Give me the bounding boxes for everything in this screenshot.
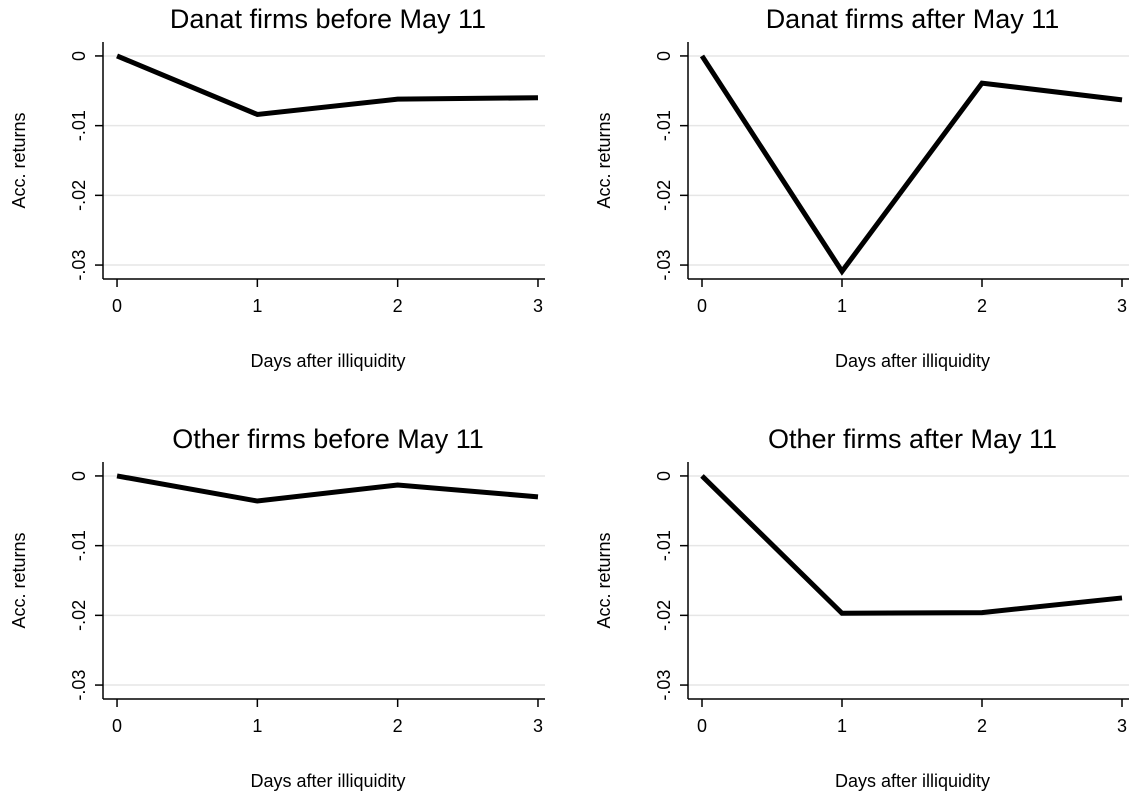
series-line <box>699 54 1123 276</box>
y-tick-label: -.01 <box>654 110 674 141</box>
x-axis-title: Days after illiquidity <box>250 351 405 371</box>
x-tick-label: 2 <box>393 296 403 316</box>
y-tick-label: -.03 <box>69 670 89 701</box>
series-line <box>116 53 539 118</box>
panel-title: Other firms after May 11 <box>768 424 1057 454</box>
x-tick-label: 2 <box>977 296 987 316</box>
y-axis-title: Acc. returns <box>594 532 614 628</box>
x-tick-label: 3 <box>533 716 543 736</box>
y-axis-title: Acc. returns <box>594 112 614 208</box>
x-tick-label: 3 <box>1117 716 1127 736</box>
y-tick-label: -.01 <box>654 530 674 561</box>
y-tick-label: -.02 <box>69 600 89 631</box>
y-tick-label: -.02 <box>69 180 89 211</box>
x-axis-title: Days after illiquidity <box>835 351 990 371</box>
panel-title: Other firms before May 11 <box>172 424 484 454</box>
y-tick-label: 0 <box>69 51 89 61</box>
panel-title: Danat firms after May 11 <box>766 4 1060 34</box>
chart-panel-3: 0 -.01 -.02 -.03 0 1 2 3 Other firms before May … <box>9 424 545 791</box>
y-tick-label: -.03 <box>654 250 674 281</box>
x-tick-label: 0 <box>697 296 707 316</box>
x-tick-label: 1 <box>252 716 262 736</box>
y-tick-label: -.01 <box>69 110 89 141</box>
x-tick-label: 1 <box>837 716 847 736</box>
y-tick-label: -.03 <box>69 250 89 281</box>
y-tick-label: -.02 <box>654 600 674 631</box>
x-axis-title: Days after illiquidity <box>250 771 405 791</box>
x-tick-label: 0 <box>112 716 122 736</box>
x-tick-label: 0 <box>112 296 122 316</box>
series-line <box>700 474 1123 616</box>
y-tick-label: 0 <box>654 51 674 61</box>
x-tick-label: 2 <box>393 716 403 736</box>
x-tick-label: 1 <box>252 296 262 316</box>
y-tick-label: -.03 <box>654 670 674 701</box>
y-tick-label: -.01 <box>69 530 89 561</box>
series-line <box>116 473 539 504</box>
x-tick-label: 1 <box>837 296 847 316</box>
y-tick-label: 0 <box>654 471 674 481</box>
panel-title: Danat firms before May 11 <box>170 4 486 34</box>
y-tick-label: 0 <box>69 471 89 481</box>
chart-panel-4: 0 -.01 -.02 -.03 0 1 2 3 Other firms after May 1… <box>594 424 1129 791</box>
x-tick-label: 3 <box>1117 296 1127 316</box>
y-tick-label: -.02 <box>654 180 674 211</box>
y-axis-title: Acc. returns <box>9 112 29 208</box>
x-tick-label: 0 <box>697 716 707 736</box>
y-axis-title: Acc. returns <box>9 532 29 628</box>
x-axis-title: Days after illiquidity <box>835 771 990 791</box>
chart-panel-2: 0 -.01 -.02 -.03 0 1 2 3 Danat firms after May 1… <box>594 4 1129 371</box>
chart-panel-1: 0 -.01 -.02 -.03 0 1 2 3 Danat firms before May … <box>9 4 545 371</box>
x-tick-label: 2 <box>977 716 987 736</box>
x-tick-label: 3 <box>533 296 543 316</box>
